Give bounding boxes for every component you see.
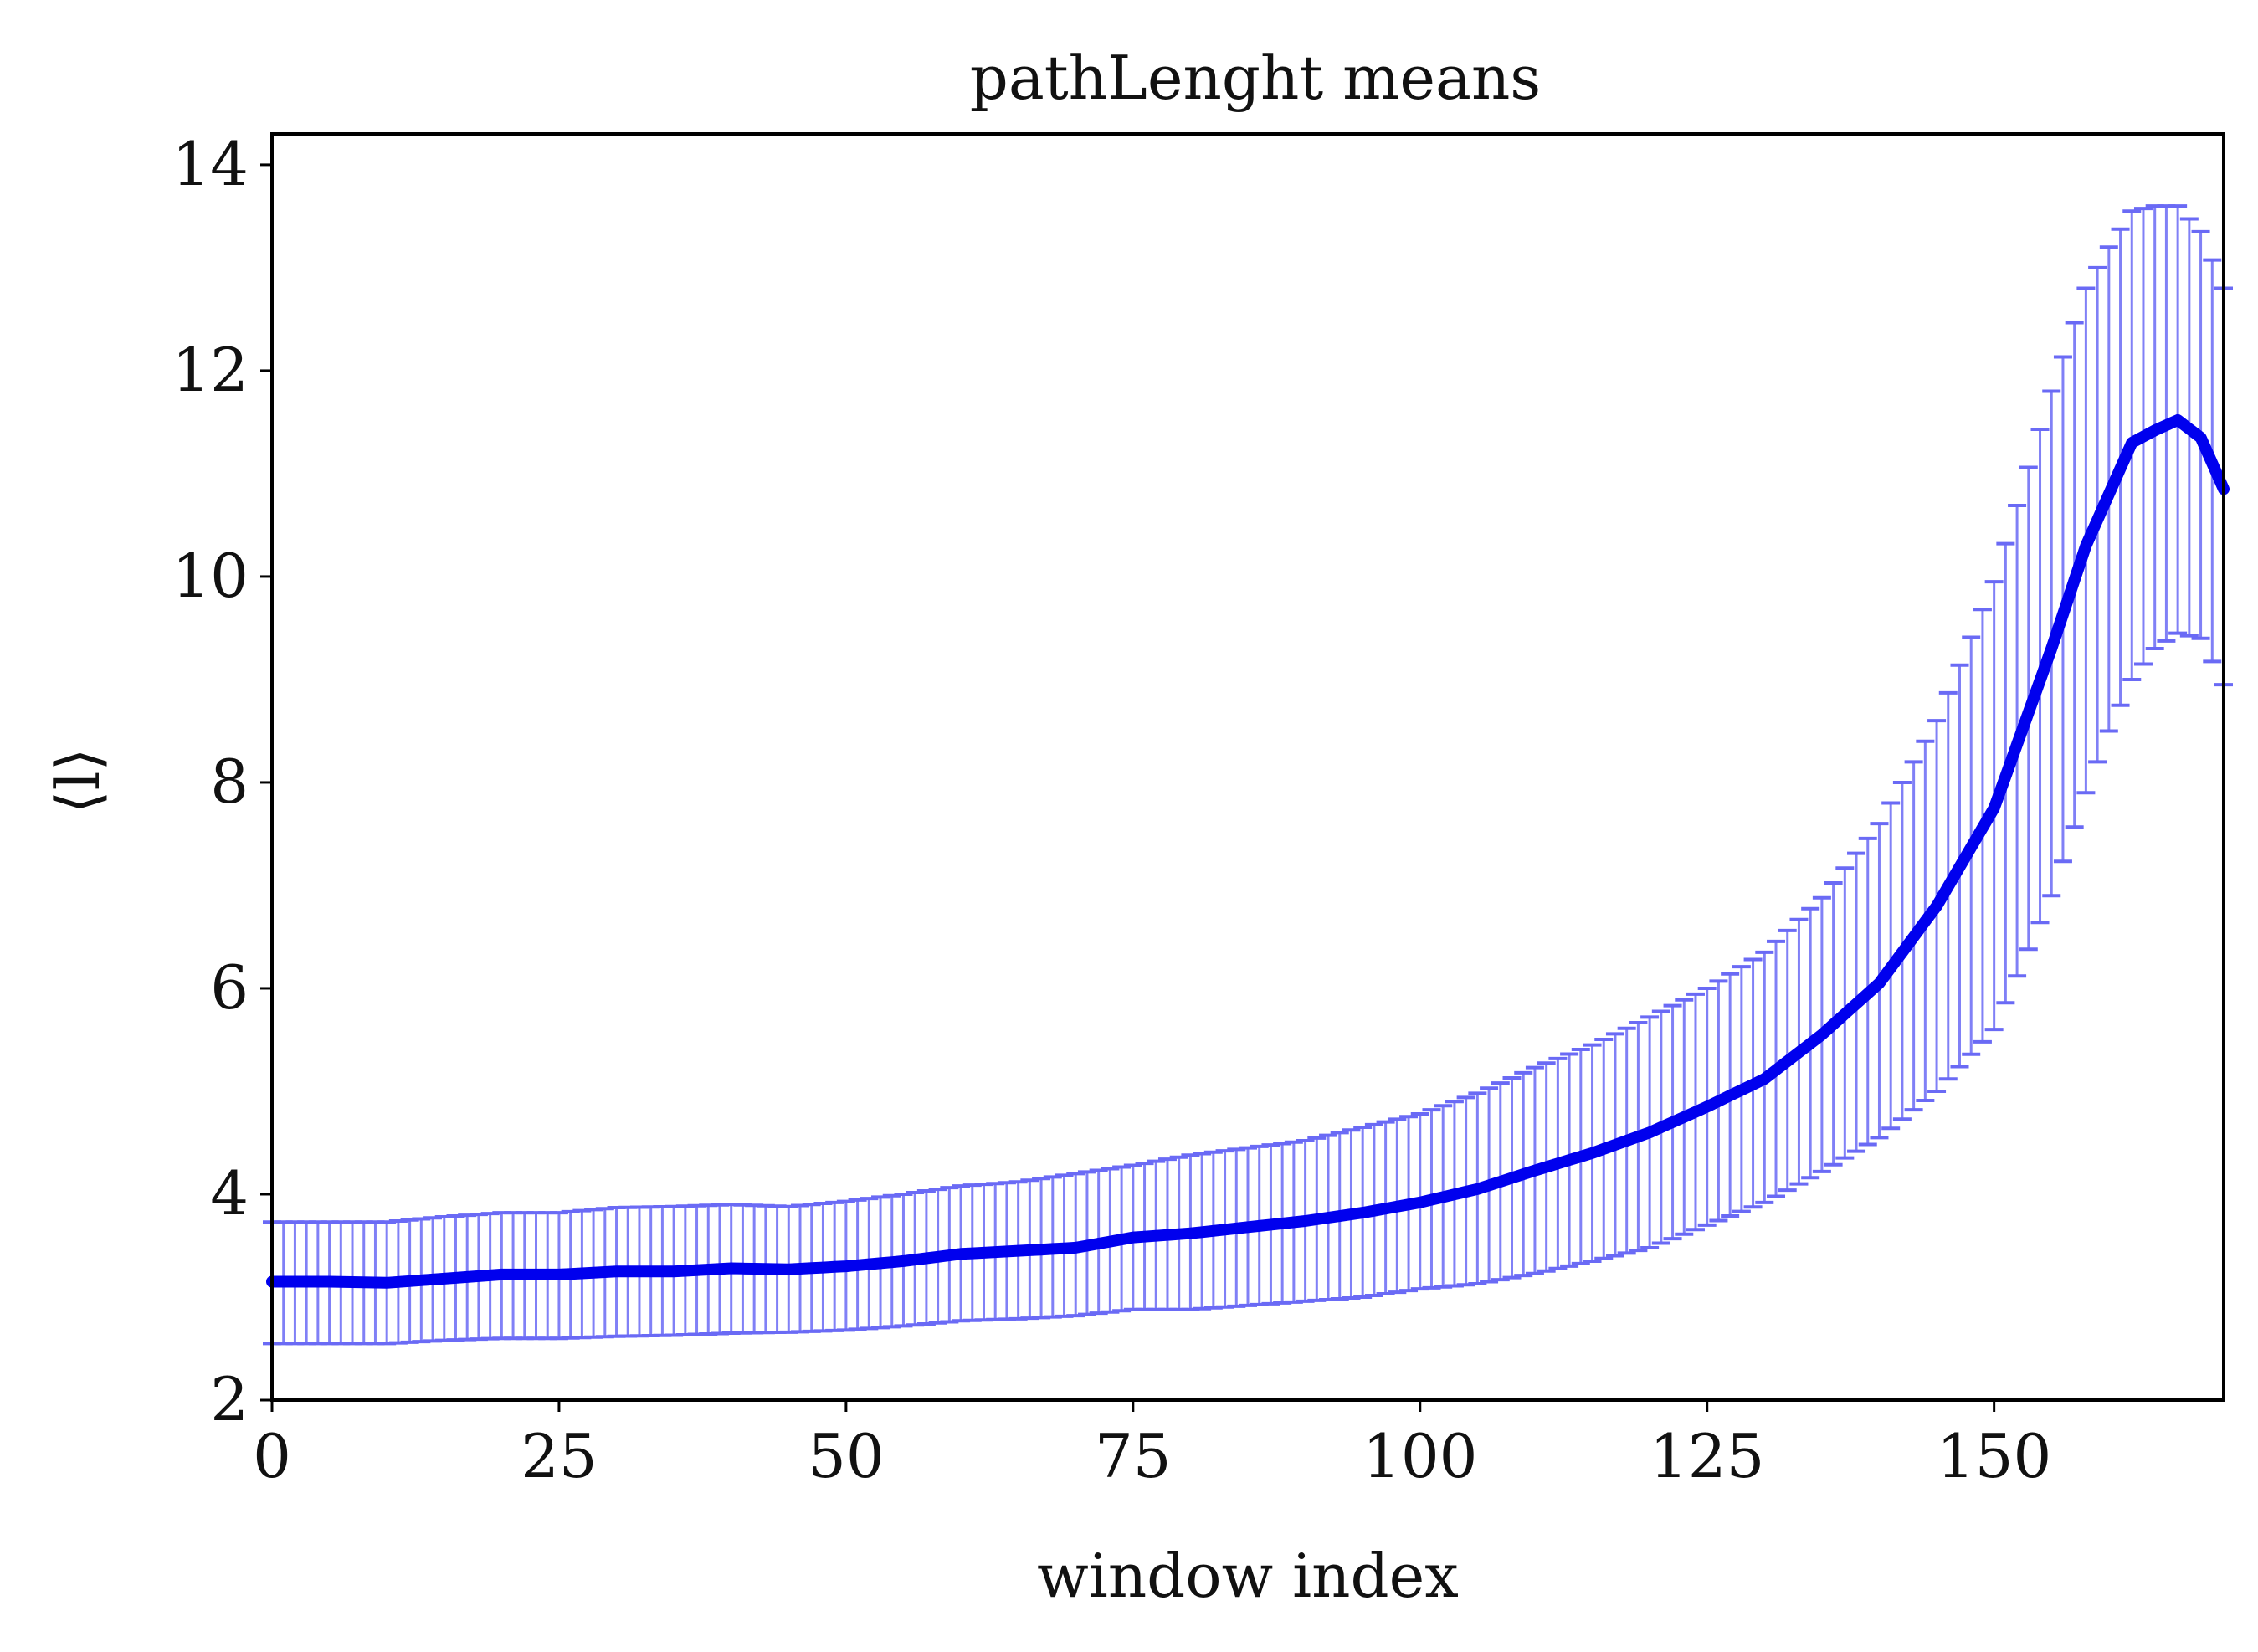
x-tick-label: 150 xyxy=(1937,1421,2051,1491)
y-tick-label: 4 xyxy=(210,1158,249,1229)
mean-line xyxy=(266,414,2230,1289)
x-tick-label: 75 xyxy=(1095,1421,1172,1491)
x-axis-label: window index xyxy=(1037,1541,1459,1611)
y-tick-label: 2 xyxy=(210,1364,249,1434)
y-axis: 2 4 6 8 10 12 14 xyxy=(172,129,272,1434)
x-tick-label: 25 xyxy=(521,1421,598,1491)
y-axis-label: ⟨l⟩ xyxy=(43,747,113,813)
plot-frame xyxy=(270,132,2225,1402)
x-tick-label: 0 xyxy=(253,1421,291,1491)
x-tick-label: 50 xyxy=(808,1421,885,1491)
y-tick-label: 12 xyxy=(172,335,249,405)
y-tick-label: 8 xyxy=(210,746,249,817)
y-tick-label: 10 xyxy=(172,541,249,611)
chart-title: pathLenght means xyxy=(970,43,1542,113)
x-axis: 0 25 50 75 100 125 150 xyxy=(253,1400,2051,1491)
y-tick-label: 6 xyxy=(210,952,249,1023)
y-tick-label: 14 xyxy=(172,129,249,199)
errorbars xyxy=(263,204,2233,1346)
x-tick-label: 125 xyxy=(1650,1421,1764,1491)
x-tick-label: 100 xyxy=(1362,1421,1477,1491)
